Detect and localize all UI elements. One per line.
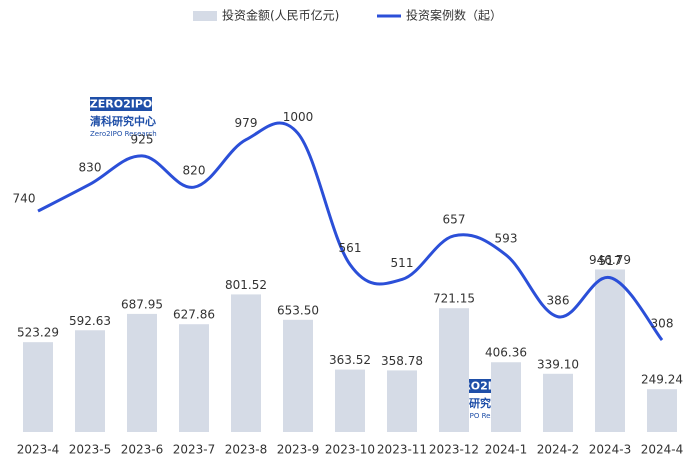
x-tick-label: 2023-9 (277, 443, 320, 457)
x-tick-label: 2024-4 (641, 443, 684, 457)
line-value-label: 308 (651, 317, 674, 331)
x-tick-label: 2023-11 (377, 443, 427, 457)
bar-value-label: 592.63 (69, 314, 111, 328)
line-value-label: 511 (391, 256, 414, 270)
line (37, 121, 664, 342)
logo-text: ZERO2IPO (90, 98, 152, 111)
line-value-label: 657 (443, 212, 466, 226)
x-tick-label: 2023-8 (225, 443, 268, 457)
x-tick-label: 2024-2 (537, 443, 580, 457)
bar (75, 330, 105, 432)
logo-en: Zero2IPO Research (447, 412, 514, 420)
line-value-label: 1000 (283, 110, 314, 124)
x-tick-label: 2023-10 (325, 443, 375, 457)
bar-value-label: 339.10 (537, 357, 579, 371)
bar (647, 389, 677, 432)
line-value-label: 593 (495, 231, 518, 245)
legend-swatch (193, 11, 217, 21)
bar (543, 373, 573, 432)
line-value-label: 517 (599, 254, 622, 268)
x-tick-label: 2023-5 (69, 443, 112, 457)
bar (283, 319, 313, 432)
legend-label: 投资案例数（起） (406, 8, 502, 23)
bar-value-label: 687.95 (121, 297, 163, 311)
bar-value-label: 358.78 (381, 354, 423, 368)
line-value-label: 925 (131, 132, 154, 146)
line-value-label: 561 (339, 241, 362, 255)
logo-cn: 清科研究中心 (90, 114, 156, 128)
bar-value-label: 363.52 (329, 353, 371, 367)
bar (595, 269, 625, 432)
bar-value-label: 801.52 (225, 278, 267, 292)
logo-box (90, 97, 152, 111)
bar-value-label: 627.86 (173, 308, 215, 322)
bar-value-label: 249.24 (641, 373, 683, 387)
x-tick-label: 2023-4 (17, 443, 60, 457)
x-tick-label: 2023-7 (173, 443, 216, 457)
bar (127, 313, 157, 432)
bar-value-label: 946.79 (589, 253, 631, 267)
bar (439, 308, 469, 432)
x-tick-label: 2023-6 (121, 443, 164, 457)
line-value-label: 830 (79, 161, 102, 175)
bar (387, 370, 417, 432)
legend-label: 投资金额(人民币亿元) (222, 8, 339, 23)
x-tick-label: 2023-12 (429, 443, 479, 457)
bar (179, 324, 209, 432)
bar-value-label: 721.15 (433, 292, 475, 306)
bar (335, 369, 365, 432)
bar-value-label: 653.50 (277, 303, 319, 317)
line-value-label: 820 (183, 164, 206, 178)
watermark: ZERO2IPO 清科研究中心 Zero2IPO Research (90, 97, 157, 138)
bar (231, 294, 261, 432)
x-tick-label: 2024-1 (485, 443, 528, 457)
bar-value-label: 523.29 (17, 326, 59, 340)
line-value-label: 740 (13, 192, 36, 206)
bar (23, 342, 53, 432)
line-value-label: 979 (235, 116, 258, 130)
bar (491, 362, 521, 432)
line-value-label: 386 (547, 293, 570, 307)
logo-en: Zero2IPO Research (90, 130, 157, 138)
bar-value-label: 406.36 (485, 346, 527, 360)
x-tick-label: 2024-3 (589, 443, 632, 457)
